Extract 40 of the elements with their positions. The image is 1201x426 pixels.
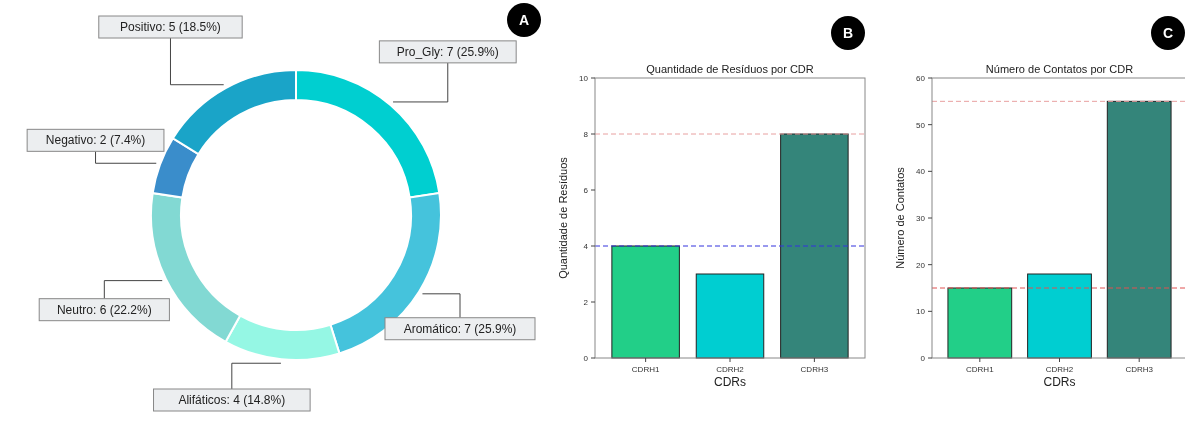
x-axis-title: CDRs xyxy=(714,375,746,389)
y-tick-label: 10 xyxy=(579,74,589,83)
slice-label: Aromático: 7 (25.9%) xyxy=(403,321,517,336)
y-tick-label: 8 xyxy=(583,130,589,139)
x-tick-label: CDRH3 xyxy=(800,365,829,374)
text: B xyxy=(842,25,854,41)
x-tick-label: CDRH1 xyxy=(631,365,660,374)
x-tick-label: CDRH2 xyxy=(1045,365,1074,374)
text: A xyxy=(518,12,530,28)
y-tick-label: 60 xyxy=(916,74,926,83)
y-tick-label: 2 xyxy=(583,298,589,307)
y-tick-label: 4 xyxy=(583,242,589,251)
x-axis-title: CDRs xyxy=(1043,375,1076,389)
bar xyxy=(1027,273,1092,359)
slice-label: Positivo: 5 (18.5%) xyxy=(120,20,221,35)
y-tick-label: 20 xyxy=(916,260,926,270)
text: C xyxy=(1162,25,1174,41)
chart-title: Número de Contatos por CDR xyxy=(985,63,1134,75)
y-tick-label: 10 xyxy=(916,307,926,317)
y-axis-title: Número de Contatos xyxy=(894,166,906,269)
y-tick-label: 0 xyxy=(920,354,926,363)
chart-title: Quantidade de Resíduos por CDR xyxy=(646,63,814,75)
bar xyxy=(947,287,1013,359)
bar xyxy=(1106,100,1172,359)
slice-label: Negativo: 2 (7.4%) xyxy=(45,133,146,148)
y-tick-label: 0 xyxy=(583,354,589,363)
bar xyxy=(611,245,680,359)
slice-label: Alifáticos: 4 (14.8%) xyxy=(178,393,286,407)
y-tick-label: 6 xyxy=(583,186,589,195)
x-tick-label: CDRH2 xyxy=(716,365,745,374)
x-tick-label: CDRH1 xyxy=(966,365,995,374)
x-tick-label: CDRH3 xyxy=(1125,365,1154,374)
y-tick-label: 50 xyxy=(916,120,926,130)
y-tick-label: 30 xyxy=(916,214,926,223)
slice-label: Neutro: 6 (22.2%) xyxy=(56,302,152,317)
bar xyxy=(780,133,849,359)
y-tick-label: 40 xyxy=(916,167,926,177)
slice-label: Pro_Gly: 7 (25.9%) xyxy=(396,44,499,59)
bar xyxy=(695,273,765,359)
y-axis-title: Quantidade de Resíduos xyxy=(557,156,569,279)
